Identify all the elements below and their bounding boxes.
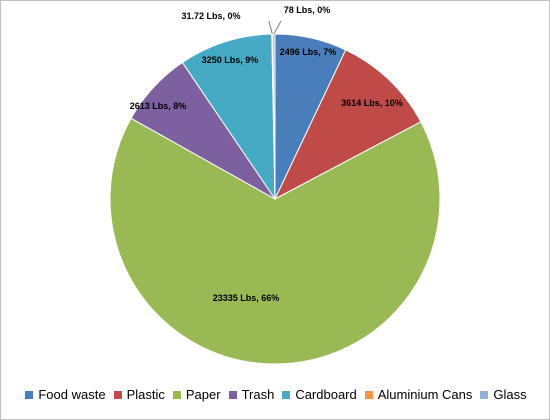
legend-swatch — [282, 390, 291, 399]
legend-item-food-waste: Food waste — [25, 387, 106, 402]
leader-line-glass — [273, 20, 282, 35]
legend-label: Glass — [493, 387, 527, 402]
legend-swatch — [364, 390, 373, 399]
data-label-paper: 23335 Lbs, 66% — [213, 293, 280, 303]
data-label-aluminium-cans: 31.72 Lbs, 0% — [181, 11, 240, 21]
legend-label: Aluminium Cans — [377, 387, 473, 402]
legend-swatch — [480, 390, 489, 399]
legend-swatch — [172, 390, 181, 399]
legend-item-glass: Glass — [480, 387, 527, 402]
legend-item-cardboard: Cardboard — [282, 387, 357, 402]
data-label-glass: 78 Lbs, 0% — [284, 5, 331, 15]
legend-swatch — [228, 390, 237, 399]
data-label-trash: 2613 Lbs, 8% — [130, 101, 187, 111]
leader-line-aluminium-cans — [268, 20, 273, 35]
pie-slice-plastic — [273, 49, 422, 201]
legend-label: Cardboard — [295, 387, 357, 402]
pie-slice-paper — [109, 117, 441, 365]
data-label-food-waste: 2496 Lbs, 7% — [280, 47, 337, 57]
data-label-cardboard: 3250 Lbs, 9% — [202, 55, 259, 65]
legend-item-aluminium-cans: Aluminium Cans — [364, 387, 473, 402]
pie-slice-glass — [272, 33, 276, 200]
legend-swatch — [25, 390, 34, 399]
pie-slice-cardboard — [181, 33, 276, 201]
legend-item-paper: Paper — [172, 387, 221, 402]
legend-swatch — [113, 390, 122, 399]
legend-label: Food waste — [38, 387, 106, 402]
legend-item-trash: Trash — [228, 387, 275, 402]
legend-item-plastic: Plastic — [113, 387, 165, 402]
legend: Food waste Plastic Paper Trash Cardboard Alum… — [1, 387, 550, 402]
pie-chart: 2496 Lbs, 7% 3614 Lbs, 10% 23335 Lbs, 66% 2… — [109, 5, 441, 365]
data-label-plastic: 3614 Lbs, 10% — [341, 98, 403, 108]
legend-label: Paper — [185, 387, 221, 402]
legend-label: Trash — [241, 387, 275, 402]
legend-label: Plastic — [126, 387, 165, 402]
